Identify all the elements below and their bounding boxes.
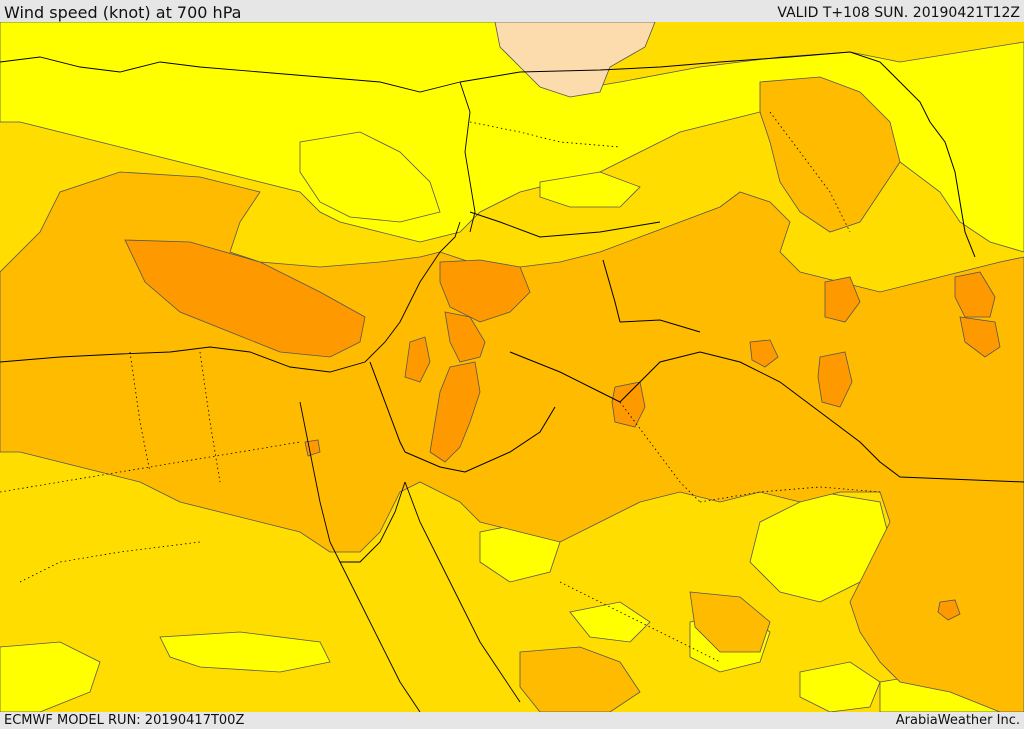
map-title: Wind speed (knot) at 700 hPa <box>4 3 242 22</box>
header-bar: Wind speed (knot) at 700 hPa VALID T+108… <box>0 0 1024 22</box>
coastlines <box>0 56 521 712</box>
country-borders <box>369 51 1024 483</box>
dotted-boundaries <box>0 111 881 663</box>
credit: ArabiaWeather Inc. <box>895 713 1020 728</box>
high-wind-areas <box>124 239 1001 621</box>
wind-speed-map <box>0 22 1024 712</box>
model-run: ECMWF MODEL RUN: 20190417T00Z <box>4 713 245 728</box>
calm-area <box>494 22 656 98</box>
map-frame <box>0 22 1024 712</box>
valid-time: VALID T+108 SUN. 20190421T12Z <box>777 5 1020 21</box>
footer-bar: ECMWF MODEL RUN: 20190417T00Z ArabiaWeat… <box>0 712 1024 729</box>
